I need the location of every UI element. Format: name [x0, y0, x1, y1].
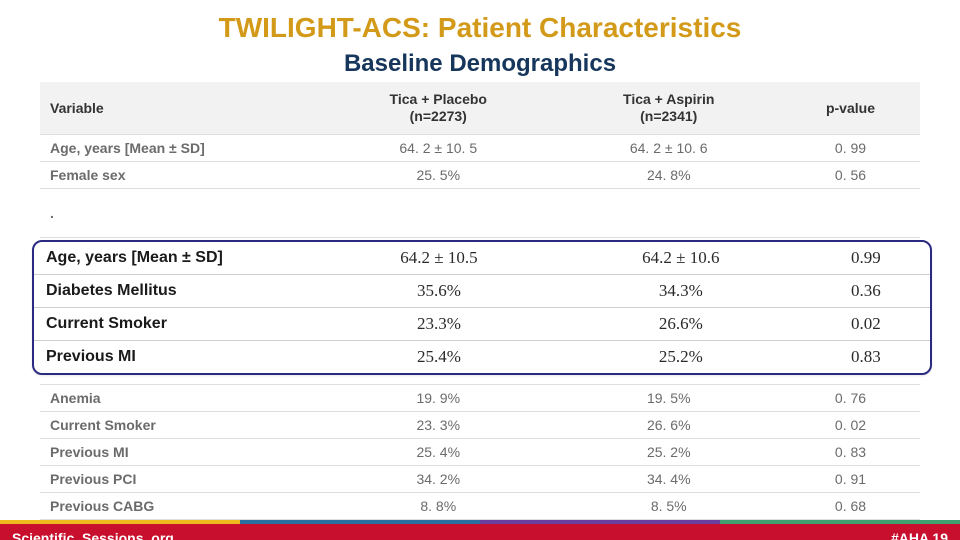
row-value: 0. 76: [781, 385, 920, 412]
row-value: 0.02: [802, 308, 930, 341]
row-variable: Female sex: [40, 162, 320, 189]
row-value: 34. 4%: [557, 466, 781, 493]
row-value: 25. 4%: [320, 439, 557, 466]
row-value: 26. 6%: [557, 412, 781, 439]
row-variable: Previous PCI: [40, 466, 320, 493]
row-value: 0. 91: [781, 466, 920, 493]
row-value: 35.6%: [318, 275, 560, 308]
row-value: 0. 02: [781, 412, 920, 439]
row-value: 0. 83: [781, 439, 920, 466]
table-row: Previous CABG8. 8%8. 5%0. 68: [40, 493, 920, 520]
row-value: 0.99: [802, 242, 930, 275]
row-value: 8. 8%: [320, 493, 557, 520]
row-value: 34. 2%: [320, 466, 557, 493]
row-value: 64.2 ± 10.5: [318, 242, 560, 275]
row-value: 25. 5%: [320, 162, 557, 189]
row-variable: Age, years [Mean ± SD]: [34, 242, 318, 275]
hidden-row: ....: [40, 189, 920, 238]
row-value: 25. 2%: [557, 439, 781, 466]
col-placebo: Tica + Placebo(n=2273): [320, 82, 557, 135]
row-value: 0. 68: [781, 493, 920, 520]
row-variable: Previous MI: [34, 341, 318, 374]
overlay-row: Current Smoker23.3%26.6%0.02: [34, 308, 930, 341]
overlay-row: Previous MI25.4%25.2%0.83: [34, 341, 930, 374]
row-variable: Current Smoker: [40, 412, 320, 439]
slide-footer: Scientific. Sessions. org #AHA 19: [0, 524, 960, 540]
row-value: 23. 3%: [320, 412, 557, 439]
table-row: Current Smoker23. 3%26. 6%0. 02: [40, 412, 920, 439]
row-value: 24. 8%: [557, 162, 781, 189]
row-value: 0. 56: [781, 162, 920, 189]
row-value: 23.3%: [318, 308, 560, 341]
table-row: Previous MI25. 4%25. 2%0. 83: [40, 439, 920, 466]
overlay-row: Age, years [Mean ± SD]64.2 ± 10.564.2 ± …: [34, 242, 930, 275]
slide-title: TWILIGHT-ACS: Patient Characteristics: [0, 12, 960, 44]
table-row: Age, years [Mean ± SD]64. 2 ± 10. 564. 2…: [40, 135, 920, 162]
footer-left: Scientific. Sessions. org: [12, 530, 174, 540]
table-row: Previous PCI34. 2%34. 4%0. 91: [40, 466, 920, 493]
row-variable: Current Smoker: [34, 308, 318, 341]
table-row: Anemia19. 9%19. 5%0. 76: [40, 385, 920, 412]
row-value: 64.2 ± 10.6: [560, 242, 802, 275]
footer-right: #AHA 19: [891, 530, 948, 540]
col-aspirin: Tica + Aspirin(n=2341): [557, 82, 781, 135]
col-variable: Variable: [40, 82, 320, 135]
row-variable: Diabetes Mellitus: [34, 275, 318, 308]
row-variable: Age, years [Mean ± SD]: [40, 135, 320, 162]
row-value: 25.4%: [318, 341, 560, 374]
row-value: 64. 2 ± 10. 6: [557, 135, 781, 162]
col-pvalue: p-value: [781, 82, 920, 135]
table-header-row: Variable Tica + Placebo(n=2273) Tica + A…: [40, 82, 920, 135]
row-value: 0.36: [802, 275, 930, 308]
row-value: 26.6%: [560, 308, 802, 341]
row-variable: Previous CABG: [40, 493, 320, 520]
table-row: Female sex25. 5%24. 8%0. 56: [40, 162, 920, 189]
row-value: 19. 5%: [557, 385, 781, 412]
row-value: 0. 99: [781, 135, 920, 162]
overlay-table: Age, years [Mean ± SD]64.2 ± 10.564.2 ± …: [34, 242, 930, 373]
row-value: 8. 5%: [557, 493, 781, 520]
row-variable: Anemia: [40, 385, 320, 412]
slide-subtitle: Baseline Demographics: [0, 50, 960, 78]
highlighted-overlay: Age, years [Mean ± SD]64.2 ± 10.564.2 ± …: [32, 240, 932, 375]
row-value: 25.2%: [560, 341, 802, 374]
row-value: 64. 2 ± 10. 5: [320, 135, 557, 162]
overlay-row: Diabetes Mellitus35.6%34.3%0.36: [34, 275, 930, 308]
row-variable: Previous MI: [40, 439, 320, 466]
row-value: 34.3%: [560, 275, 802, 308]
row-value: 19. 9%: [320, 385, 557, 412]
row-value: 0.83: [802, 341, 930, 374]
